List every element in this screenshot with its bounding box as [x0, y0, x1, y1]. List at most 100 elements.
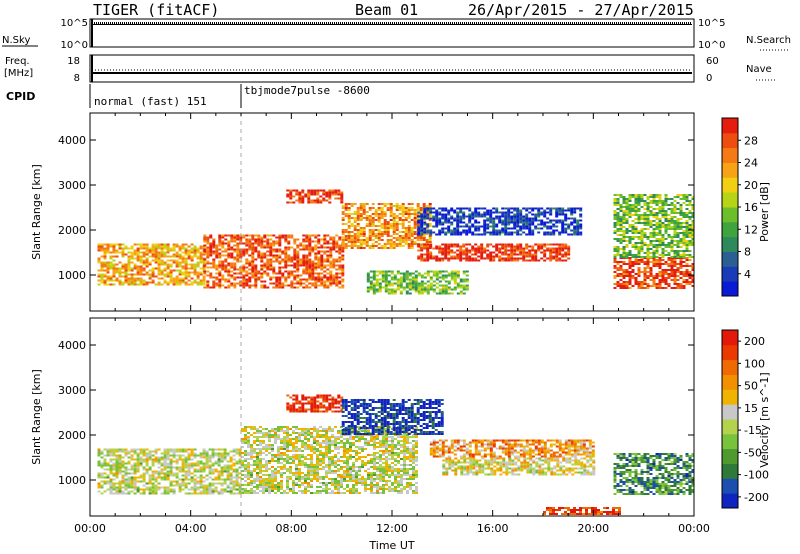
power-cell [383, 229, 387, 231]
velocity-cell [226, 466, 230, 469]
velocity-cell [220, 472, 224, 475]
power-cell [266, 272, 270, 275]
power-cell [242, 250, 246, 253]
power-cell [462, 213, 466, 216]
power-cell [347, 239, 351, 241]
power-cell [634, 230, 638, 232]
power-cell [278, 270, 282, 273]
power-cell [438, 229, 442, 232]
power-cell [341, 233, 345, 235]
power-cell [561, 249, 565, 252]
power-cell [332, 278, 336, 281]
power-cell [576, 207, 580, 210]
power-cell [619, 210, 623, 212]
power-cell [380, 209, 384, 211]
power-cell [381, 278, 385, 281]
power-cell [495, 225, 499, 228]
power-cell [341, 272, 345, 275]
power-cell [525, 259, 529, 262]
power-cell [278, 240, 282, 243]
power-cell [308, 254, 312, 257]
power-cell [396, 270, 400, 273]
power-cell [685, 208, 689, 210]
power-cell [474, 251, 478, 254]
power-cell [115, 277, 119, 280]
power-cell [387, 284, 391, 287]
power-cell [266, 258, 270, 261]
power-cell [302, 262, 306, 265]
power-cell [359, 213, 363, 215]
power-cell [447, 211, 451, 214]
power-cell [483, 229, 487, 232]
power-cell [450, 215, 454, 218]
power-cell [301, 197, 305, 200]
power-cell [236, 260, 240, 263]
power-cell [564, 209, 568, 212]
velocity-cell [244, 468, 247, 470]
power-cell [227, 264, 231, 267]
power-cell [534, 255, 538, 258]
power-cell [667, 198, 671, 200]
power-cell [332, 258, 336, 261]
power-cell [525, 255, 529, 258]
velocity-cell [229, 458, 233, 461]
velocity-cell [160, 476, 164, 479]
velocity-cell [235, 468, 239, 471]
power-cell [401, 215, 405, 217]
velocity-cell [100, 474, 104, 477]
power-cell [622, 206, 626, 208]
power-cell [299, 262, 303, 265]
power-cell [281, 274, 285, 277]
power-cell [331, 191, 335, 194]
power-cell [685, 271, 689, 273]
power-cell [296, 280, 300, 283]
power-cell [260, 260, 264, 263]
velocity-cell [253, 486, 256, 488]
power-cell [453, 245, 457, 248]
power-cell [637, 218, 641, 220]
power-cell [106, 275, 110, 278]
power-cell [166, 255, 170, 258]
power-cell [661, 234, 665, 236]
power-cell [233, 266, 237, 269]
power-cell [425, 205, 429, 207]
power-cell [658, 265, 662, 267]
power-cell [329, 260, 333, 263]
power-cell [172, 247, 176, 250]
power-cell [664, 250, 668, 252]
velocity-cell [211, 452, 215, 455]
power-cell [646, 238, 650, 240]
power-cell [567, 247, 571, 250]
power-cell [257, 270, 261, 273]
power-cell [453, 255, 457, 258]
power-cell [392, 247, 396, 249]
power-cell [302, 254, 306, 257]
power-cell [142, 247, 146, 250]
power-cell [462, 278, 466, 281]
velocity-cell [241, 430, 244, 432]
velocity-cell [238, 448, 242, 451]
power-cell [236, 248, 240, 251]
power-cell [316, 199, 320, 202]
power-cell [510, 257, 514, 260]
power-cell [685, 198, 689, 200]
power-cell [558, 253, 562, 256]
power-cell [561, 207, 565, 210]
power-cell [275, 242, 279, 245]
power-cell [555, 219, 559, 222]
power-cell [368, 221, 372, 223]
power-cell [474, 233, 478, 236]
power-cell [310, 199, 314, 202]
power-cell [534, 219, 538, 222]
power-cell [459, 253, 463, 256]
power-cell [664, 230, 668, 232]
power-cell [676, 269, 680, 271]
velocity-cell [106, 480, 110, 483]
power-cell [537, 219, 541, 222]
power-cell [423, 243, 427, 246]
power-cell [616, 246, 620, 248]
power-cell [691, 212, 695, 214]
power-cell [308, 238, 312, 241]
power-cell [284, 276, 288, 279]
velocity-cell [229, 464, 233, 467]
